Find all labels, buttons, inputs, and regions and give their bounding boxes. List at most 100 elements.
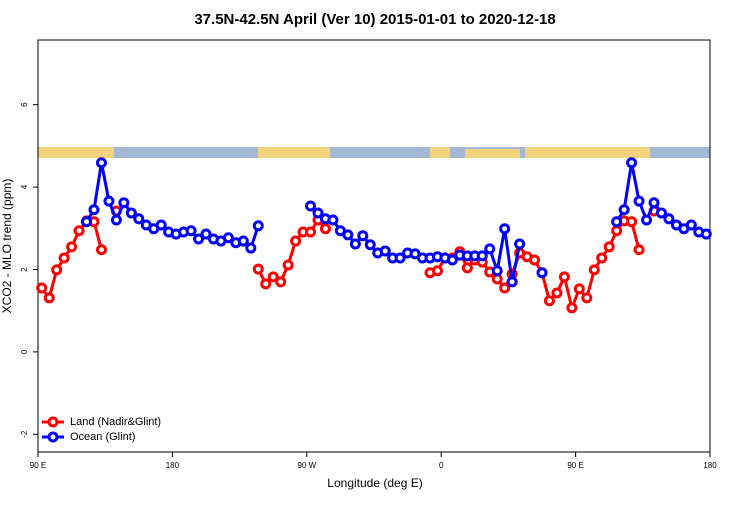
map-strip [38, 147, 710, 158]
data-point [118, 197, 130, 209]
x-tick-label: 90 E [567, 461, 583, 470]
data-point [588, 264, 600, 276]
data-point [499, 282, 511, 294]
data-point [394, 252, 406, 264]
data-point [357, 230, 369, 242]
data-point [327, 214, 339, 226]
data-point [626, 157, 638, 169]
y-tick-label: 6 [20, 102, 29, 107]
data-point [618, 204, 630, 216]
data-point [364, 239, 376, 251]
data-point [633, 195, 645, 207]
y-tick-label: 0 [20, 349, 29, 354]
data-point [514, 238, 526, 250]
data-point [267, 271, 279, 283]
data-point [200, 228, 212, 240]
data-point [506, 276, 518, 288]
data-point [611, 216, 623, 228]
data-point [275, 276, 287, 288]
data-point [349, 238, 361, 250]
series [36, 205, 660, 314]
data-point [543, 295, 555, 307]
data-point [125, 207, 137, 219]
data-point [551, 287, 563, 299]
data-point [342, 229, 354, 241]
ocean-strip [38, 147, 710, 158]
data-point [319, 223, 331, 235]
data-point [700, 228, 712, 240]
data-point [655, 207, 667, 219]
data-point [484, 243, 496, 255]
data-point [95, 157, 107, 169]
data-point [185, 225, 197, 237]
data-point [663, 213, 675, 225]
legend-label: Ocean (Glint) [70, 431, 135, 443]
data-point [379, 245, 391, 257]
data-point [626, 216, 638, 228]
data-point [312, 207, 324, 219]
data-point [603, 241, 615, 253]
data-point [222, 232, 234, 244]
data-point [596, 252, 608, 264]
data-point [573, 283, 585, 295]
y-axis-label: XCO2 - MLO trend (ppm) [0, 179, 14, 314]
data-point [633, 244, 645, 256]
x-axis-label: Longitude (deg E) [327, 476, 422, 490]
data-point [103, 195, 115, 207]
data-point [252, 220, 264, 232]
data-point [43, 292, 55, 304]
land-strip [465, 149, 520, 158]
data-point [305, 200, 317, 212]
land-strip [430, 147, 450, 158]
data-point [95, 244, 107, 256]
data-point [245, 242, 257, 254]
data-point [648, 197, 660, 209]
data-point [461, 262, 473, 274]
data-point [491, 265, 503, 277]
y-tick-label: 2 [20, 267, 29, 272]
data-point [581, 292, 593, 304]
legend-marker [47, 416, 59, 428]
x-tick-label: 90 E [30, 461, 46, 470]
land-strip [258, 147, 330, 158]
data-point [685, 219, 697, 231]
data-point [110, 214, 122, 226]
data-point [252, 263, 264, 275]
data-point [36, 282, 48, 294]
data-point [81, 216, 93, 228]
data-point [446, 254, 458, 266]
data-point [305, 226, 317, 238]
y-tick-label: -2 [20, 430, 29, 438]
land-strip [525, 147, 650, 158]
y-tick-label: 4 [20, 184, 29, 189]
data-point [558, 271, 570, 283]
data-point [431, 265, 443, 277]
data-point [611, 225, 623, 237]
x-tick-label: 0 [439, 461, 444, 470]
data-point [260, 278, 272, 290]
data-point [566, 302, 578, 314]
series [81, 157, 712, 288]
legend: Land (Nadir&Glint) Ocean (Glint) [42, 416, 161, 443]
data-point [88, 204, 100, 216]
data-point [529, 254, 541, 266]
data-point [155, 219, 167, 231]
plot-frame [37, 39, 711, 453]
data-point [237, 235, 249, 247]
data-point [282, 259, 294, 271]
data-point [193, 233, 205, 245]
data-point [51, 264, 63, 276]
data-point [499, 223, 511, 235]
chart-title: 37.5N-42.5N April (Ver 10) 2015-01-01 to… [194, 11, 555, 28]
legend-marker [47, 431, 59, 443]
data-point [66, 241, 78, 253]
x-tick-label: 180 [166, 461, 180, 470]
data-point [73, 225, 85, 237]
x-tick-label: 90 W [297, 461, 316, 470]
land-strip [38, 147, 114, 158]
x-tick-label: 180 [703, 461, 717, 470]
data-point [536, 267, 548, 279]
data-point [133, 213, 145, 225]
data-point [58, 252, 70, 264]
